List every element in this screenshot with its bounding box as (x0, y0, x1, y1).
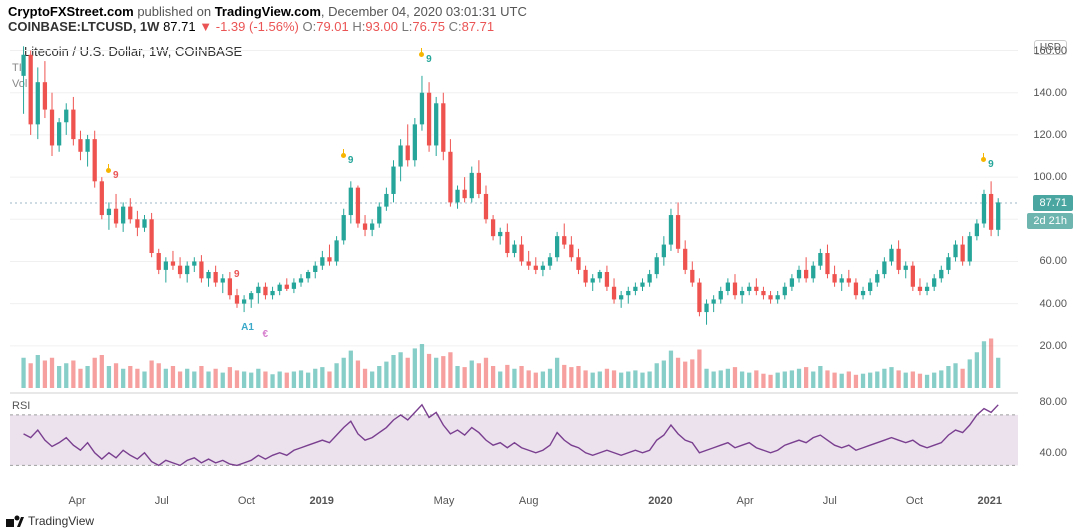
change-direction-icon: ▼ (199, 19, 212, 34)
tradingview-logo[interactable]: TradingView (6, 514, 94, 528)
info-dot-icon (419, 52, 424, 57)
price-tick: 60.00 (1039, 255, 1067, 267)
time-tick: Aug (519, 495, 539, 507)
price-axis[interactable]: USD 20.0040.0060.0080.00100.00120.00140.… (1023, 40, 1073, 495)
price-tick: 20.00 (1039, 340, 1067, 352)
price-tick: 40.00 (1039, 298, 1067, 310)
close-value: 87.71 (462, 19, 495, 34)
td9-marker: 9 (234, 269, 240, 280)
rsi-label: RSI (12, 400, 30, 412)
td9-marker: 9 (988, 159, 994, 170)
td9-marker: 9 (113, 170, 119, 181)
price-tick: 100.00 (1033, 171, 1067, 183)
price-tick: 140.00 (1033, 87, 1067, 99)
logo-text: TradingView (28, 514, 94, 528)
time-tick: 2019 (309, 495, 333, 507)
time-tick: Jul (823, 495, 837, 507)
info-dot-icon (341, 153, 346, 158)
current-price-tag: 87.71 (1033, 195, 1073, 211)
time-tick: May (434, 495, 455, 507)
high-value: 93.00 (365, 19, 398, 34)
publish-info: CryptoFXStreet.com published on TradingV… (8, 4, 1065, 19)
chart-canvas[interactable] (10, 40, 1018, 478)
price-tick: 160.00 (1033, 45, 1067, 57)
time-tick: Oct (906, 495, 923, 507)
change-value: -1.39 (216, 19, 246, 34)
low-value: 76.75 (412, 19, 445, 34)
time-tick: Apr (737, 495, 754, 507)
countdown-tag: 2d 21h (1027, 213, 1073, 229)
time-tick: Jul (155, 495, 169, 507)
open-value: 79.01 (316, 19, 349, 34)
change-pct: (-1.56%) (249, 19, 299, 34)
symbol: COINBASE:LTCUSD, 1W (8, 19, 159, 34)
platform-name: TradingView.com (215, 4, 321, 19)
time-tick: 2021 (978, 495, 1002, 507)
time-tick: Oct (238, 495, 255, 507)
time-tick: 2020 (648, 495, 672, 507)
rsi-tick: 80.00 (1039, 396, 1067, 408)
symbol-ohlc-row: COINBASE:LTCUSD, 1W 87.71 ▼ -1.39 (-1.56… (8, 19, 1065, 34)
logo-icon (6, 515, 24, 527)
publish-timestamp: December 04, 2020 03:01:31 UTC (328, 4, 527, 19)
time-axis[interactable]: Apr Jul Oct 2019 May Aug 2020 Apr Jul Oct 2021 (30, 495, 1018, 513)
source-name: CryptoFXStreet.com (8, 4, 134, 19)
last-price: 87.71 (163, 19, 196, 34)
price-tick: 120.00 (1033, 129, 1067, 141)
td9-marker: € (262, 329, 268, 340)
td9-marker: 9 (426, 54, 432, 65)
td9-marker: 9 (348, 155, 354, 166)
time-tick: Apr (68, 495, 85, 507)
td9-marker: A1 (241, 322, 254, 333)
header: CryptoFXStreet.com published on TradingV… (0, 0, 1073, 38)
rsi-tick: 40.00 (1039, 447, 1067, 459)
info-dot-icon (106, 168, 111, 173)
